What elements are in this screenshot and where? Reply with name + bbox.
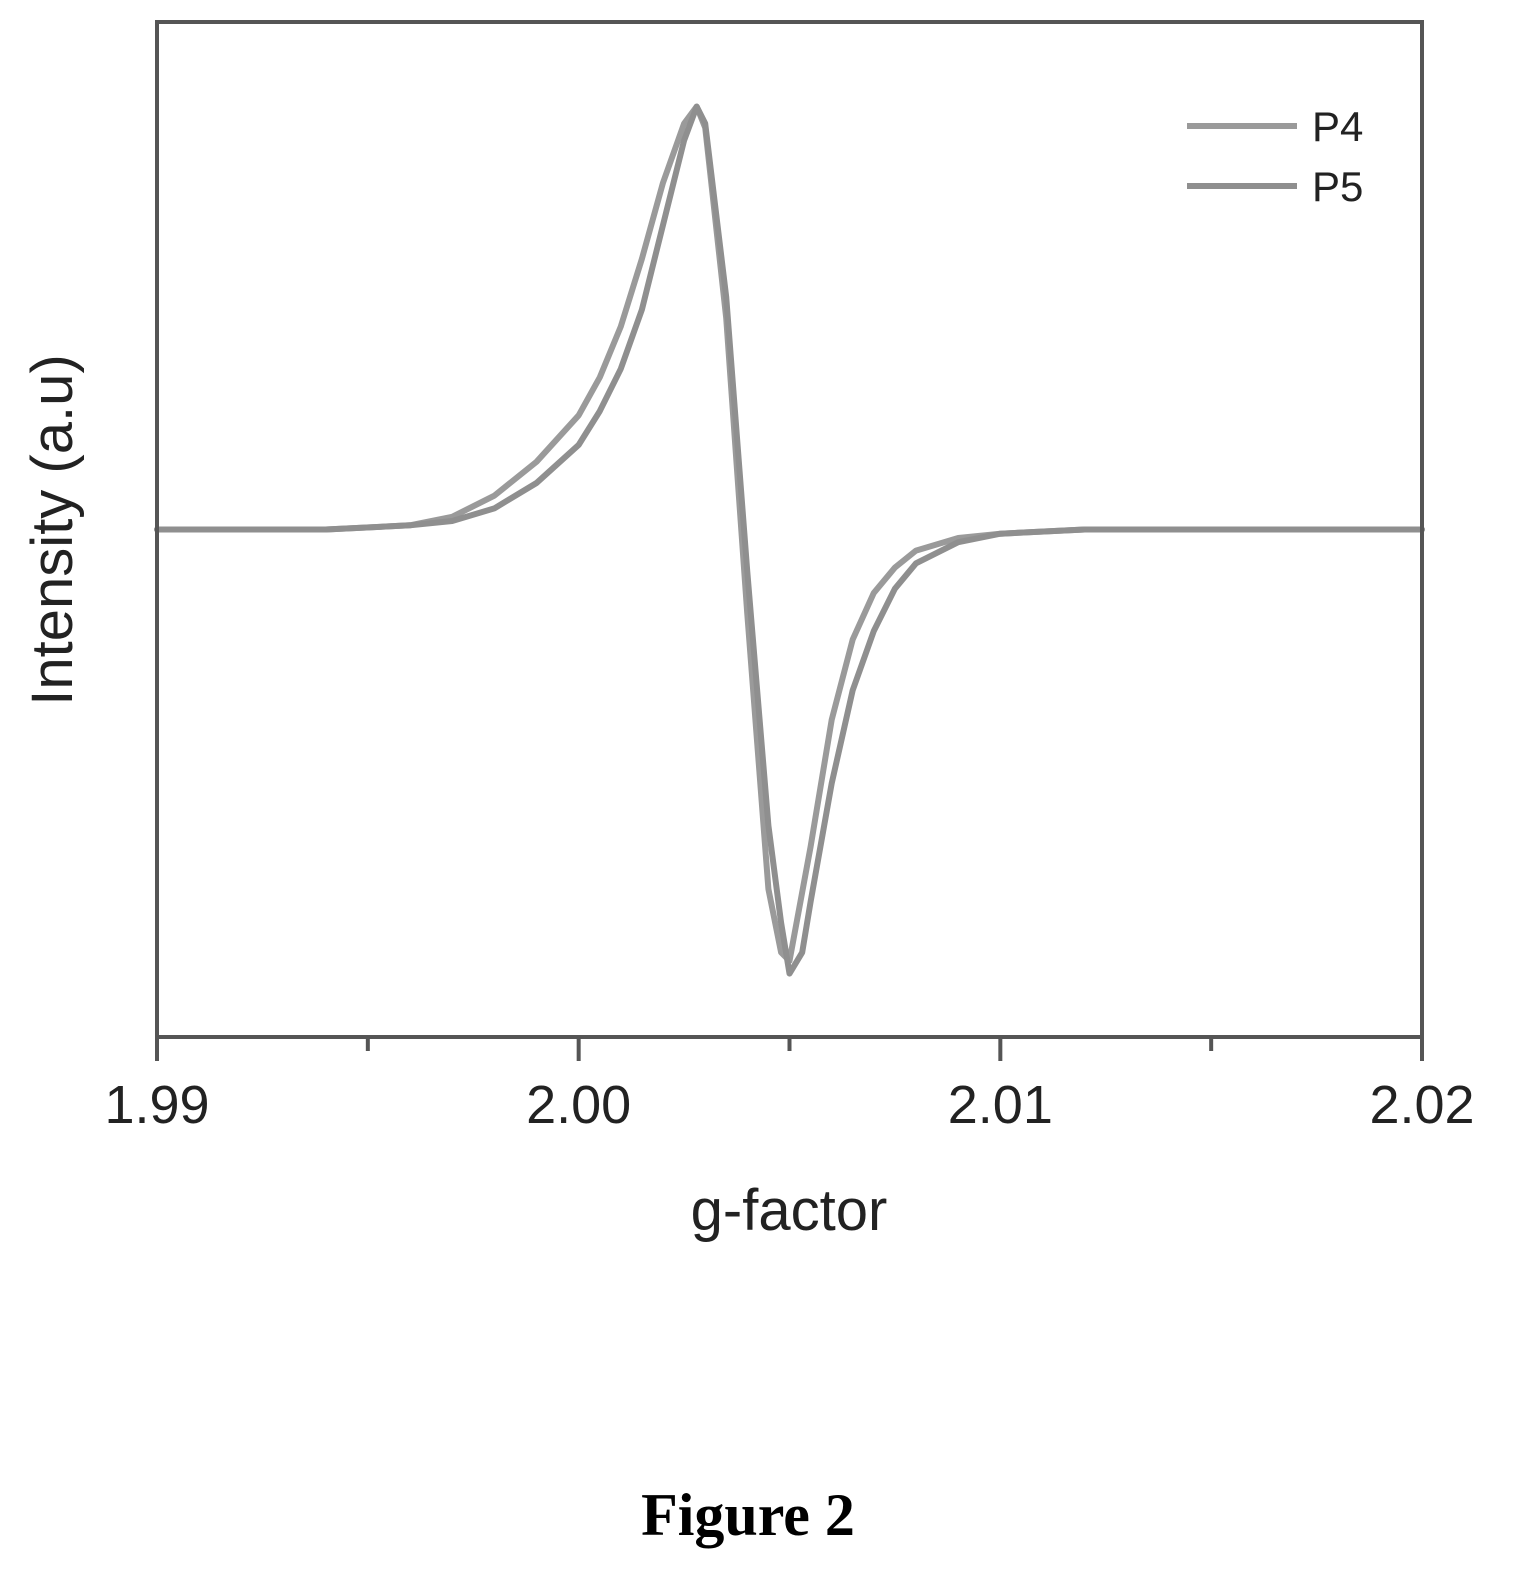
series-line-p5 [154,103,1425,977]
legend-label-p5: P5 [1312,163,1363,210]
series-layer [154,103,1425,977]
x-tick-label: 2.02 [1369,1075,1474,1135]
y-axis-label: Intensity (a.u) [20,354,85,705]
x-axis-label: g-factor [691,1178,888,1243]
figure-caption: Figure 2 [641,1482,855,1548]
x-tick-label: 1.99 [104,1075,209,1135]
x-tick-label: 2.00 [526,1075,631,1135]
x-axis: 1.99 2.00 2.01 2.02 [104,1037,1475,1135]
legend-label-p4: P4 [1312,103,1363,150]
series-line-p4 [154,103,1425,964]
x-tick-label: 2.01 [948,1075,1053,1135]
